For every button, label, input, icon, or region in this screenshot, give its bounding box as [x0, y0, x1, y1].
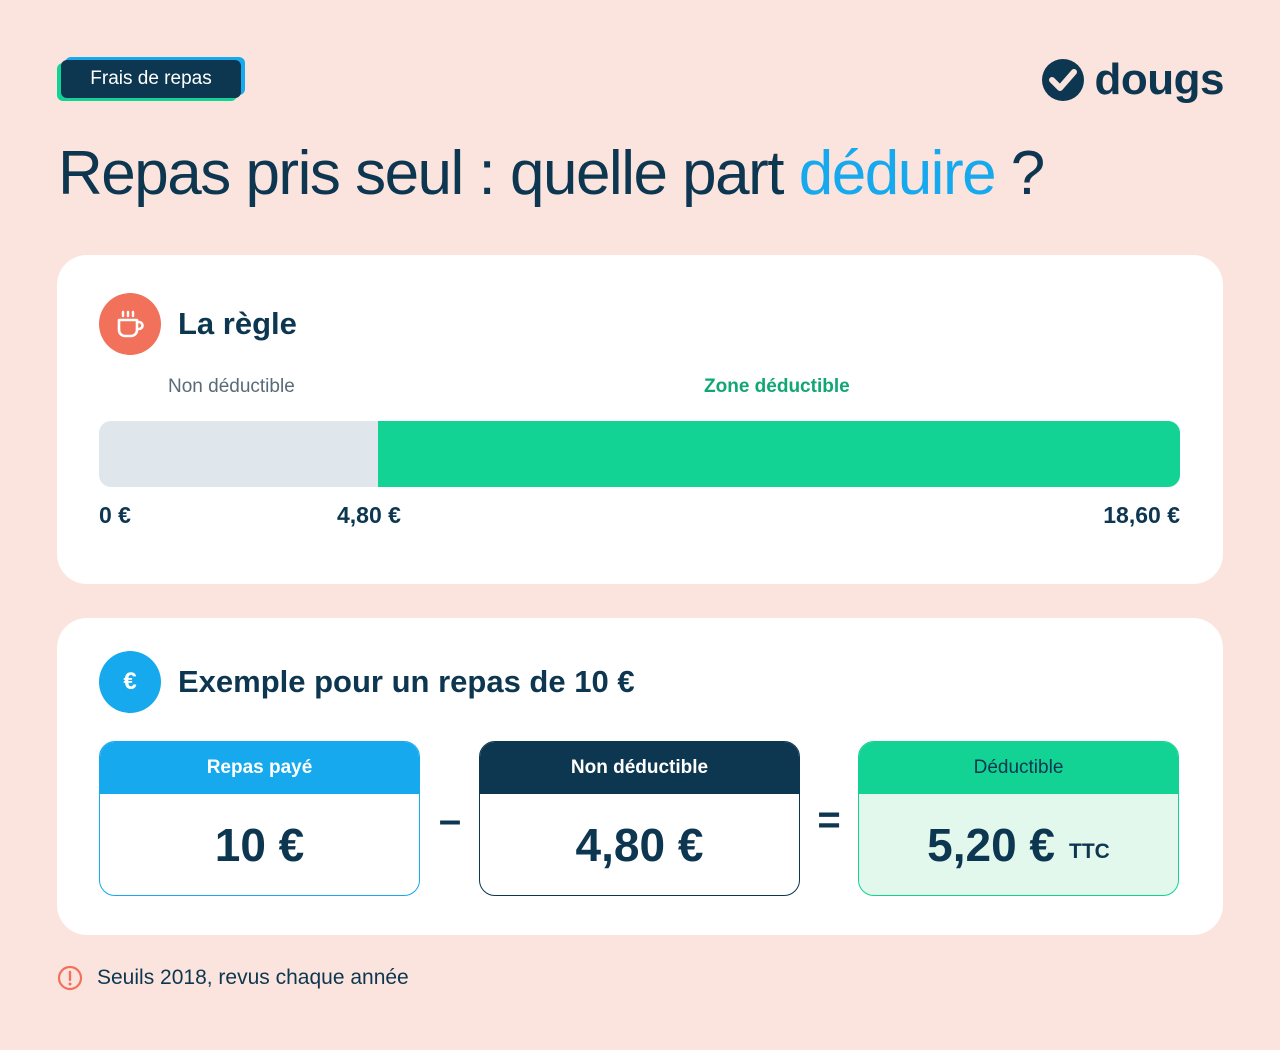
non-deductible-box: Non déductible 4,80 € — [479, 741, 800, 896]
footnote-text: Seuils 2018, revus chaque année — [97, 966, 409, 989]
minus-operator: – — [438, 798, 462, 842]
category-tag: Frais de repas — [57, 57, 245, 101]
footnote: Seuils 2018, revus chaque année — [57, 965, 409, 991]
non-deductible-box-label: Non déductible — [480, 742, 799, 794]
rule-card: La règle Non déductible Zone déductible … — [57, 255, 1223, 584]
deductible-amount: 5,20 € — [927, 818, 1056, 871]
example-card-header: € Exemple pour un repas de 10 € — [99, 651, 635, 713]
title-accent: déduire — [798, 139, 997, 208]
tag-label: Frais de repas — [61, 60, 241, 98]
paid-meal-box: Repas payé 10 € — [99, 741, 420, 896]
title-prefix: Repas pris seul : quelle part — [58, 139, 799, 208]
euro-icon: € — [99, 651, 161, 713]
tick-label-threshold: 4,80 € — [337, 502, 401, 528]
non-deductible-box-value: 4,80 € — [480, 794, 799, 895]
deductible-box-label: Déductible — [859, 742, 1178, 794]
tick-label-max: 18,60 € — [1103, 502, 1180, 528]
page-title: Repas pris seul : quelle part déduire ? — [58, 138, 1045, 209]
non-deductible-label: Non déductible — [168, 376, 295, 397]
non-deductible-amount: 4,80 € — [575, 818, 704, 871]
paid-meal-value: 10 € — [100, 794, 419, 895]
rule-card-title: La règle — [178, 306, 297, 341]
deductible-unit: TTC — [1069, 839, 1110, 863]
brand-logo: dougs — [1041, 55, 1225, 104]
example-card-title: Exemple pour un repas de 10 € — [178, 664, 635, 699]
warning-circle-icon — [57, 965, 83, 991]
deduction-bar — [99, 421, 1180, 487]
tick-label-min: 0 € — [99, 502, 131, 528]
deductible-zone-fill — [377, 421, 1180, 487]
brand-name: dougs — [1094, 55, 1225, 104]
example-card: € Exemple pour un repas de 10 € Repas pa… — [57, 618, 1223, 935]
deductible-box: Déductible 5,20 € TTC — [858, 741, 1179, 896]
title-suffix: ? — [995, 139, 1045, 208]
check-circle-icon — [1041, 59, 1084, 101]
deductible-box-value: 5,20 € TTC — [859, 794, 1178, 895]
deductible-zone-label: Zone déductible — [704, 376, 850, 397]
rule-card-header: La règle — [99, 293, 297, 355]
paid-meal-amount: 10 € — [214, 818, 305, 871]
equals-operator: = — [817, 798, 841, 842]
coffee-cup-icon — [99, 293, 161, 355]
paid-meal-label: Repas payé — [100, 742, 419, 794]
